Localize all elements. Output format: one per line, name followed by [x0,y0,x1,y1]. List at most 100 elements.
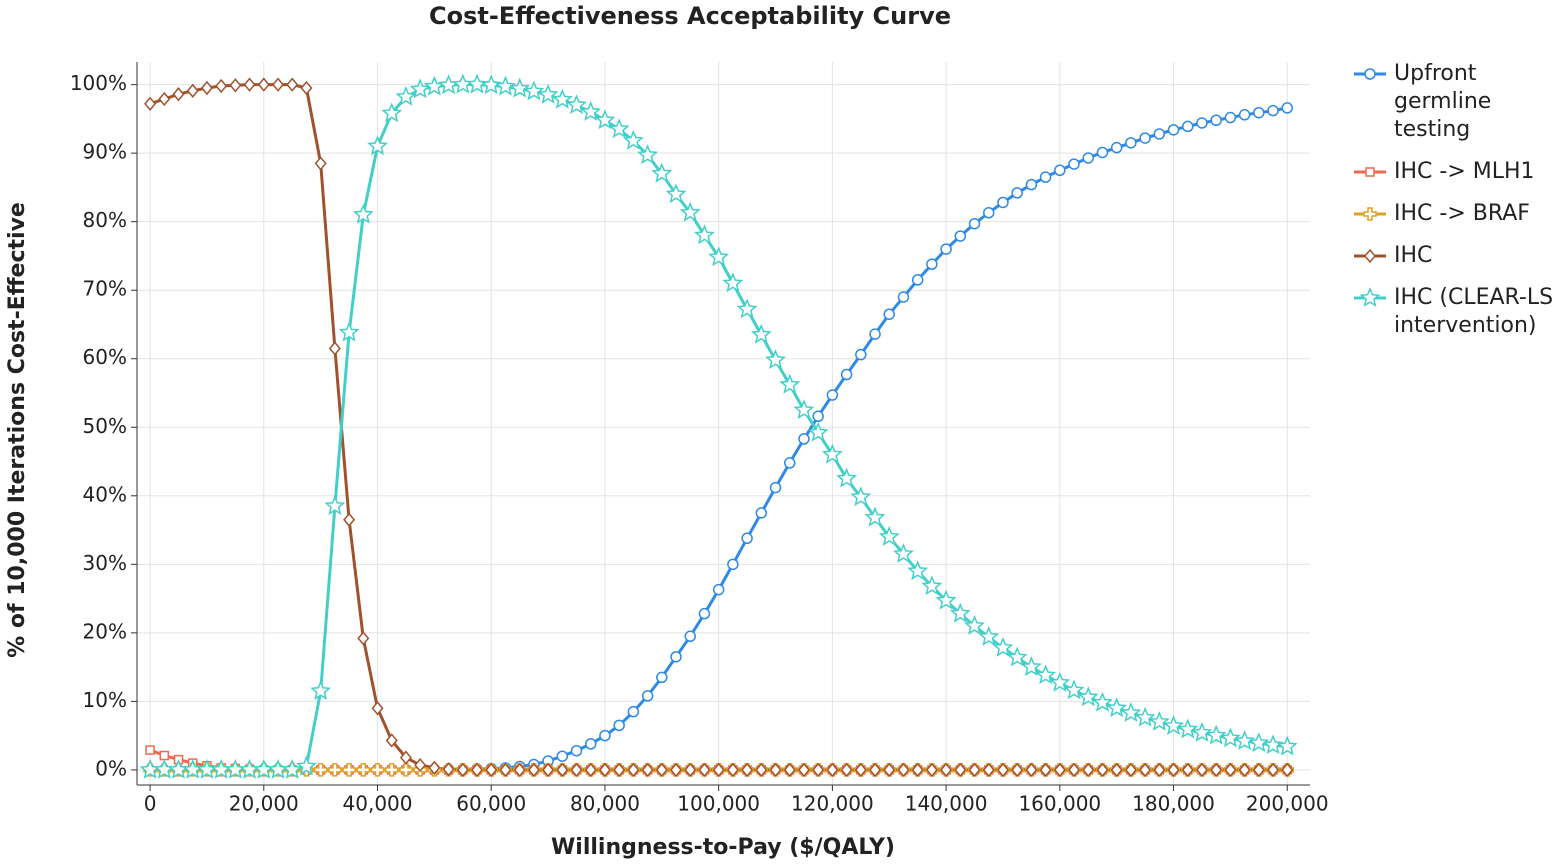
legend-item: IHC -> MLH1 [1352,158,1562,186]
point [940,762,953,778]
y-tick-label: 100% [70,71,127,95]
legend-label: IHC -> MLH1 [1394,159,1535,184]
point [1163,715,1184,735]
point [978,626,1000,646]
point [570,762,583,778]
point [698,762,711,778]
point [310,680,332,700]
point [679,201,701,222]
point [854,762,867,778]
x-tick-label: 160,000 [1018,792,1101,816]
x-tick-label: 0 [144,792,157,816]
point [313,763,328,777]
x-tick-label: 20,000 [229,792,299,816]
point [651,162,673,183]
y-tick-label: 70% [83,277,127,301]
point [935,589,957,610]
point [722,272,744,293]
point [1110,141,1123,154]
point [1148,711,1170,731]
point [1124,762,1137,778]
point [897,762,910,778]
point [328,341,341,356]
chart: Cost-Effectiveness Acceptability Curve W… [5,2,1329,860]
point [229,78,242,93]
point [342,763,356,777]
point [1238,109,1251,121]
point [409,78,431,99]
point [992,636,1014,657]
point [272,77,284,92]
point [968,762,981,778]
point [343,512,356,527]
point [1224,762,1237,778]
point [296,755,317,776]
point [949,602,971,623]
point [1053,762,1066,778]
point [840,368,853,381]
point [1238,762,1251,778]
point [556,762,569,778]
point [1025,762,1038,778]
point [1068,762,1081,778]
x-tick-label: 80,000 [570,792,640,816]
point [641,690,654,702]
point [523,80,545,101]
point [1068,158,1080,170]
point [1364,248,1376,264]
point [1191,721,1213,742]
point [736,298,758,319]
point [655,762,668,778]
point [1248,732,1270,753]
point [570,744,583,757]
point [1011,762,1024,778]
point [641,762,654,778]
point [996,762,1009,778]
point [139,758,161,779]
point [580,101,602,121]
point [964,615,985,635]
y-tick-label: 10% [83,688,127,712]
point [656,671,668,684]
point [807,421,829,442]
point [1253,106,1265,119]
point [253,758,275,779]
point [869,328,881,340]
point [1035,664,1057,685]
point [1177,718,1199,739]
point [1039,171,1052,183]
point [210,758,232,779]
point [370,763,385,777]
point [239,758,260,779]
point [665,183,687,204]
point [300,80,313,96]
point [1363,207,1377,221]
point [812,762,825,778]
point [1063,679,1085,700]
point [537,83,559,104]
point [1195,762,1208,778]
point [982,207,995,219]
point [145,745,155,755]
point [798,433,810,445]
point [356,763,371,777]
legend-label: IHC [1394,243,1433,268]
point [883,762,896,778]
point [1139,762,1152,778]
point [793,399,815,419]
point [527,762,540,778]
legend-icon [1354,167,1386,177]
point [755,507,768,519]
point [381,102,403,123]
point [926,258,938,270]
point [485,762,498,778]
point [215,78,228,94]
point [855,348,867,361]
point [452,73,474,94]
point [911,274,924,286]
point [1267,104,1279,117]
x-tick-label: 200,000 [1246,792,1329,816]
point [1210,762,1223,778]
point [797,762,810,778]
